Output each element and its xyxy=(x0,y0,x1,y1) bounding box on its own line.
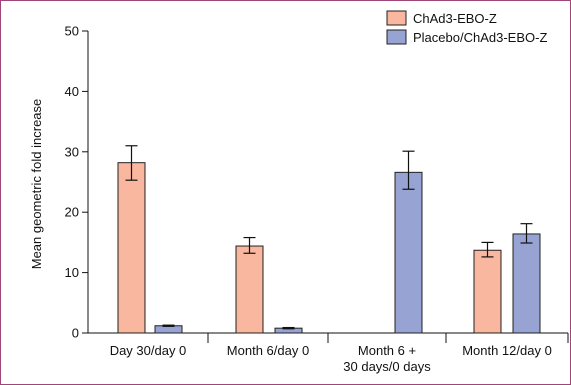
bar-chad3 xyxy=(473,249,502,334)
bar-chad3 xyxy=(235,245,264,334)
x-category-label: Month 6/day 0 xyxy=(227,343,309,358)
legend-label: Placebo/ChAd3-EBO-Z xyxy=(413,30,547,45)
y-tick-label: 30 xyxy=(65,144,79,159)
y-axis-label: Mean geometric fold increase xyxy=(29,99,44,270)
y-tick-label: 50 xyxy=(65,24,79,39)
legend-swatch xyxy=(386,10,407,26)
legend-label: ChAd3-EBO-Z xyxy=(413,11,497,26)
y-tick-label: 40 xyxy=(65,84,79,99)
x-category-label: Month 12/day 0 xyxy=(462,343,552,358)
y-tick-label: 20 xyxy=(65,205,79,220)
legend-swatch xyxy=(386,29,407,45)
bar-placebo xyxy=(512,233,541,334)
bar-chad3 xyxy=(117,162,146,334)
x-category-label: Day 30/day 0 xyxy=(110,343,187,358)
y-tick-label: 10 xyxy=(65,265,79,280)
bar-placebo xyxy=(394,171,423,334)
y-tick-label: 0 xyxy=(72,326,79,341)
x-category-label: Month 6 +30 days/0 days xyxy=(343,343,431,374)
